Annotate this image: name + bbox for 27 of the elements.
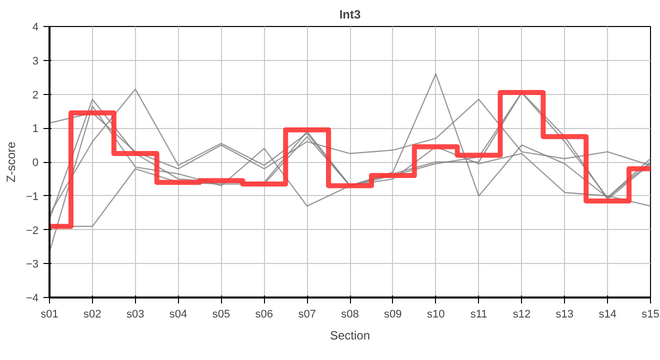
- y-tick-label: 1: [32, 123, 39, 136]
- x-tick-label: s13: [556, 308, 574, 320]
- x-tick-label: s04: [169, 308, 188, 320]
- y-tick-label: −1: [26, 190, 39, 203]
- x-tick-label: s09: [384, 308, 402, 320]
- y-tick-label: 2: [32, 89, 39, 102]
- y-tick-label: −3: [26, 258, 39, 271]
- x-tick-label: s06: [255, 308, 274, 320]
- x-tick-label: s07: [298, 308, 316, 320]
- x-axis-title: Section: [330, 328, 370, 342]
- y-axis-title: Z-score: [4, 141, 18, 182]
- x-tick-label: s02: [84, 308, 102, 320]
- y-tick-label: −4: [26, 292, 39, 304]
- x-tick-label: s05: [212, 308, 230, 320]
- y-tick-label: −2: [26, 224, 39, 237]
- y-tick-label: 0: [32, 157, 39, 169]
- x-tick-label: s12: [512, 308, 531, 320]
- x-tick-label: s10: [426, 308, 445, 320]
- x-tick-label: s08: [341, 308, 359, 320]
- y-tick-label: 3: [32, 55, 39, 68]
- x-tick-label: s03: [126, 308, 144, 320]
- x-tick-label: s15: [642, 308, 660, 320]
- y-tick-label: 4: [32, 22, 39, 34]
- x-tick-label: s14: [598, 308, 616, 320]
- x-tick-label: s11: [470, 308, 488, 320]
- x-tick-label: s01: [40, 308, 58, 320]
- chart-title: Int3: [339, 8, 361, 22]
